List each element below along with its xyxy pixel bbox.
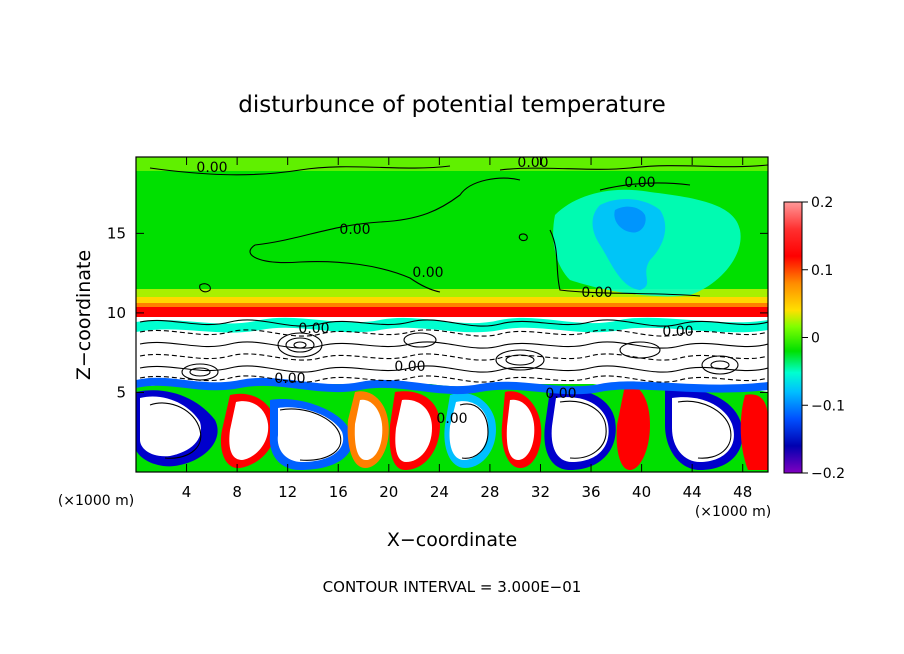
x-tick-label: 4	[182, 483, 192, 501]
x-unit-label: (×1000 m)	[695, 504, 771, 520]
colorbar-tick-label: −0.1	[811, 398, 845, 414]
colorbar-scale	[783, 201, 803, 474]
plot-area	[136, 157, 768, 472]
x-tick-label: 16	[329, 483, 348, 501]
colorbar-tick-label: 0.1	[811, 263, 833, 279]
contour-label: 0.00	[436, 411, 467, 427]
contour-label: 0.00	[581, 285, 612, 301]
x-tick-label: 36	[581, 483, 600, 501]
contour-interval-note: CONTOUR INTERVAL = 3.000E−01	[323, 578, 582, 596]
x-tick-label: 8	[232, 483, 242, 501]
x-tick-label: 12	[278, 483, 297, 501]
contour-label: 0.00	[298, 321, 329, 337]
contour-label: 0.00	[196, 160, 227, 176]
colorbar-tick-label: 0.2	[811, 195, 833, 211]
y-tick-label: 10	[107, 304, 126, 322]
y-unit-label: (×1000 m)	[58, 493, 134, 509]
y-tick-label: 15	[107, 224, 126, 242]
x-tick-label: 20	[379, 483, 398, 501]
x-tick-label: 32	[531, 483, 550, 501]
contour-label: 0.00	[394, 359, 425, 375]
contour-label: 0.00	[624, 175, 655, 191]
x-tick-label: 24	[430, 483, 449, 501]
colorbar-ticks: 0.2 0.1 0 −0.1 −0.2	[802, 195, 845, 482]
contour-label: 0.00	[662, 324, 693, 340]
colorbar: 0.2 0.1 0 −0.1 −0.2	[783, 195, 845, 482]
contour-lines	[139, 164, 768, 461]
y-axis: 5 10 15	[107, 224, 768, 401]
x-axis: 4 8 12 16 20 24 28 32 36 40 44 48	[182, 157, 752, 501]
x-tick-label: 28	[480, 483, 499, 501]
y-tick-label: 5	[116, 383, 126, 401]
x-tick-label: 48	[733, 483, 752, 501]
chart-title: disturbunce of potential temperature	[238, 92, 666, 118]
colorbar-tick-label: 0	[811, 331, 820, 347]
y-axis-label: Z−coordinate	[73, 250, 95, 380]
tropopause-band	[136, 307, 768, 317]
contour-label: 0.00	[274, 371, 305, 387]
contour-label: 0.00	[339, 222, 370, 238]
colorbar-tick-label: −0.2	[811, 466, 845, 482]
contour-label: 0.00	[545, 386, 576, 402]
plot-frame	[135, 156, 769, 473]
x-tick-label: 40	[632, 483, 651, 501]
x-axis-label: X−coordinate	[387, 529, 517, 551]
contour-label: 0.00	[412, 265, 443, 281]
x-tick-label: 44	[683, 483, 702, 501]
